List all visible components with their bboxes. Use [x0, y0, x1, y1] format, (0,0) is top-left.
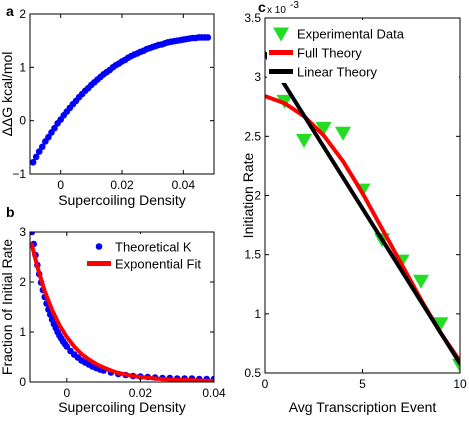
x-tick-label-a-2: 0.04	[172, 178, 196, 192]
y-tick-label-c-0: 0.5	[244, 366, 261, 380]
y-tick-label-c-3: 2	[254, 189, 261, 203]
x-tick-label-c-0: 0	[262, 377, 269, 391]
series-line-c-2	[265, 51, 460, 366]
data-point-a-0-5	[45, 133, 52, 141]
legend-marker-c-0	[273, 27, 289, 42]
y-axis-label-a: ΔΔG kcal/mol	[0, 52, 15, 137]
data-point-b-0-0	[30, 232, 36, 236]
data-point-a-0-3	[38, 143, 46, 151]
y-tick-label-a-0: −1	[12, 167, 26, 181]
panel-letter-b: b	[6, 204, 15, 220]
series-line-b-1	[30, 242, 214, 382]
x-axis-label-c: Avg Transcription Event	[289, 399, 437, 415]
x-axis-label-a: Supercoiling Density	[58, 192, 186, 208]
y-axis-label-b: Fraction of Initial Rate	[0, 239, 15, 375]
y-tick-label-b-2: 2	[19, 275, 26, 289]
axes-box-b	[29, 231, 215, 383]
data-point-a-0-1	[32, 153, 40, 161]
y-tick-label-a-2: 1	[19, 60, 26, 74]
x-tick-label-b-0: 0	[63, 386, 70, 400]
panel-c: 0 5 10 0.5 1 1.5 2 2.5 3 3.5 Avg Transcription Eve…	[240, 0, 467, 415]
data-point-a-0-2	[35, 148, 43, 155]
y-tick-label-c-6: 3.5	[244, 11, 261, 25]
data-point-a-0-7	[51, 124, 58, 132]
legend-label-c-2: Linear Theory	[297, 65, 377, 80]
y-multiplier: x 10	[267, 5, 286, 16]
y-tick-label-c-1: 1	[254, 307, 261, 321]
series-group-a	[30, 34, 212, 166]
x-tick-label-a-1: 0.02	[110, 178, 134, 192]
x-tick-label-b-1: 0.02	[129, 386, 153, 400]
x-tick-label-c-2: 10	[453, 377, 467, 391]
panel-letter-a: a	[6, 3, 14, 19]
legend-label-b-1: Exponential Fit	[115, 257, 201, 272]
legend-label-c-1: Full Theory	[297, 46, 362, 61]
legend-label-c-0: Experimental Data	[297, 27, 405, 42]
y-tick-label-c-5: 3	[254, 70, 261, 84]
data-point-c-0-8	[432, 317, 449, 332]
legend-box-b	[85, 234, 213, 274]
y-axis-label-c: Initiation Rate	[240, 152, 256, 238]
data-point-c-0-2	[315, 122, 332, 137]
y-tick-label-b-3: 3	[19, 225, 26, 239]
series-line-c-1	[265, 94, 460, 364]
data-point-c-0-1	[296, 133, 312, 148]
series-group-b	[30, 232, 214, 382]
y-tick-label-a-3: 2	[19, 7, 26, 21]
legend-box-c	[267, 20, 459, 83]
y-tick-label-b-0: 0	[19, 375, 26, 389]
data-point-a-0-57	[204, 34, 212, 41]
series-group-c	[265, 51, 460, 373]
x-tick-label-a-0: 0	[57, 178, 64, 192]
data-point-c-0-7	[413, 274, 429, 289]
x-tick-label-c-1: 5	[359, 377, 366, 391]
x-axis-label-b: Supercoiling Density	[58, 399, 186, 415]
y-tick-label-c-4: 2.5	[244, 129, 261, 143]
panel-b: 0 0.02 0.04 0 1 2 3 Supercoiling Density Fractio…	[0, 204, 226, 415]
data-point-a-0-0	[30, 158, 37, 166]
legend-marker-b-0	[95, 243, 103, 250]
y-tick-label-a-1: 0	[19, 114, 26, 128]
legend-label-b-0: Theoretical K	[115, 240, 192, 255]
y-multiplier-exponent: -3	[290, 0, 299, 11]
panel-a: 0 0.02 0.04 −1 0 1 2 Supercoiling Density ΔΔG kc…	[0, 3, 215, 208]
y-tick-label-c-2: 1.5	[244, 248, 261, 262]
x-tick-label-b-2: 0.04	[202, 386, 226, 400]
panel-letter-c: c	[258, 0, 266, 15]
data-point-b-0-19	[63, 343, 71, 350]
y-tick-label-b-1: 1	[19, 325, 26, 339]
data-point-c-0-3	[335, 126, 351, 141]
